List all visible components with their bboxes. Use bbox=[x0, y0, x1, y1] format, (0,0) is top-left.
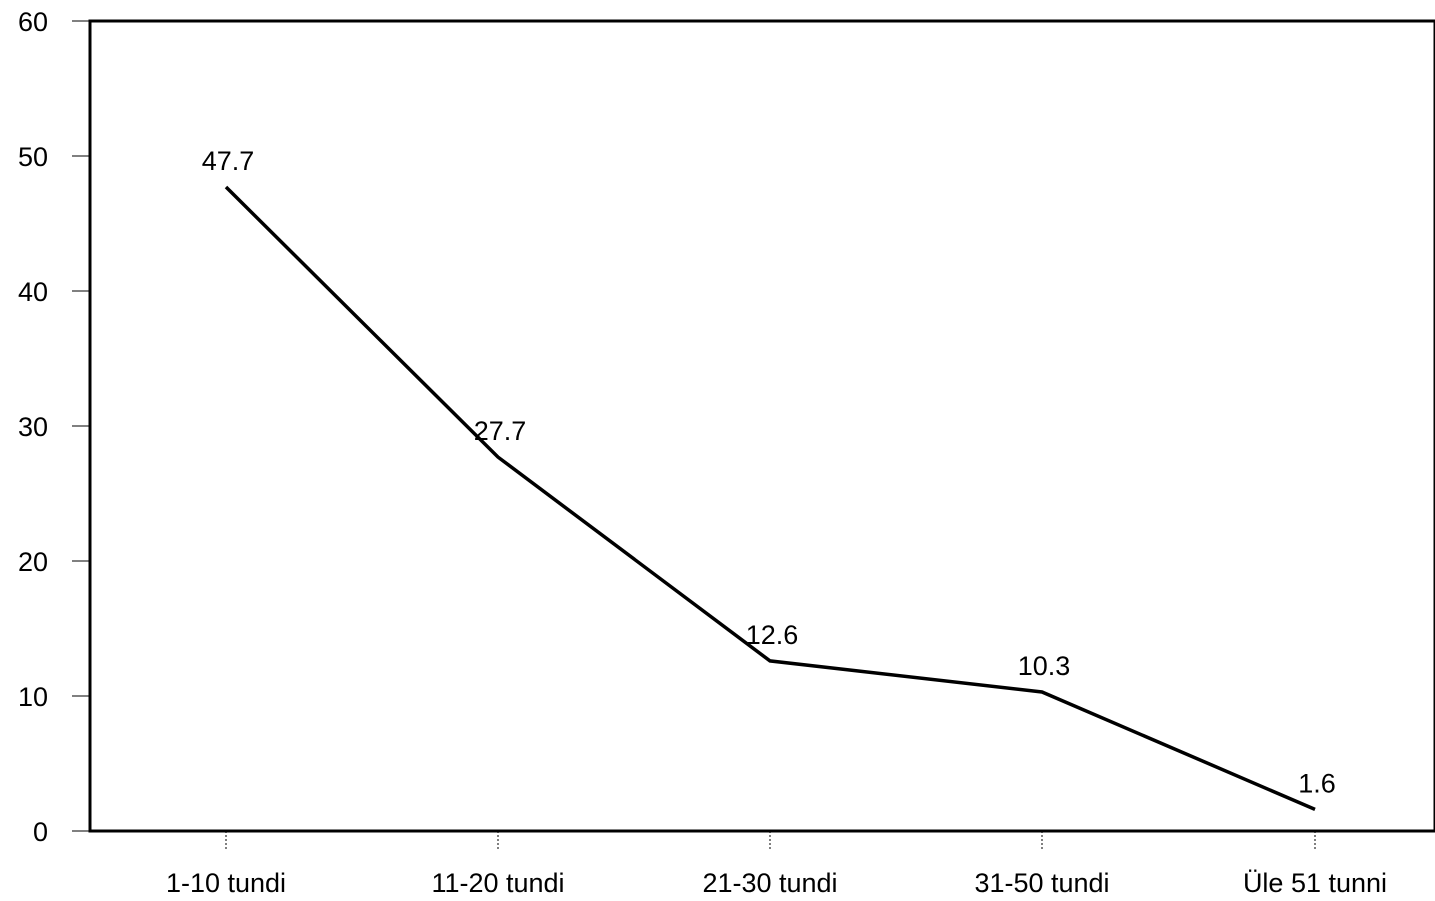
x-tick-label: Üle 51 tunni bbox=[1243, 868, 1387, 898]
y-tick-label: 20 bbox=[18, 547, 48, 577]
x-axis: 1-10 tundi 11-20 tundi 21-30 tundi 31-50 tu… bbox=[166, 831, 1387, 898]
y-tick-label: 40 bbox=[18, 277, 48, 307]
data-label: 12.6 bbox=[746, 620, 799, 650]
data-label: 47.7 bbox=[202, 146, 255, 176]
x-tick-label: 11-20 tundi bbox=[431, 868, 564, 898]
y-tick-label: 30 bbox=[18, 412, 48, 442]
data-labels: 47.7 27.7 12.6 10.3 1.6 bbox=[202, 146, 1336, 798]
x-tick-label: 31-50 tundi bbox=[974, 868, 1109, 898]
data-label: 27.7 bbox=[474, 416, 527, 446]
series-line bbox=[224, 185, 1316, 812]
x-tick-label: 1-10 tundi bbox=[166, 868, 286, 898]
y-tick-label: 50 bbox=[18, 142, 48, 172]
y-tick-label: 60 bbox=[18, 7, 48, 37]
y-tick-label: 10 bbox=[18, 682, 48, 712]
plot-frame bbox=[88, 19, 1435, 833]
y-tick-label: 0 bbox=[33, 817, 48, 847]
x-tick-label: 21-30 tundi bbox=[702, 868, 837, 898]
y-axis: 0 10 20 30 40 50 60 bbox=[18, 7, 90, 847]
data-label: 10.3 bbox=[1018, 651, 1071, 681]
data-label: 1.6 bbox=[1298, 768, 1336, 798]
